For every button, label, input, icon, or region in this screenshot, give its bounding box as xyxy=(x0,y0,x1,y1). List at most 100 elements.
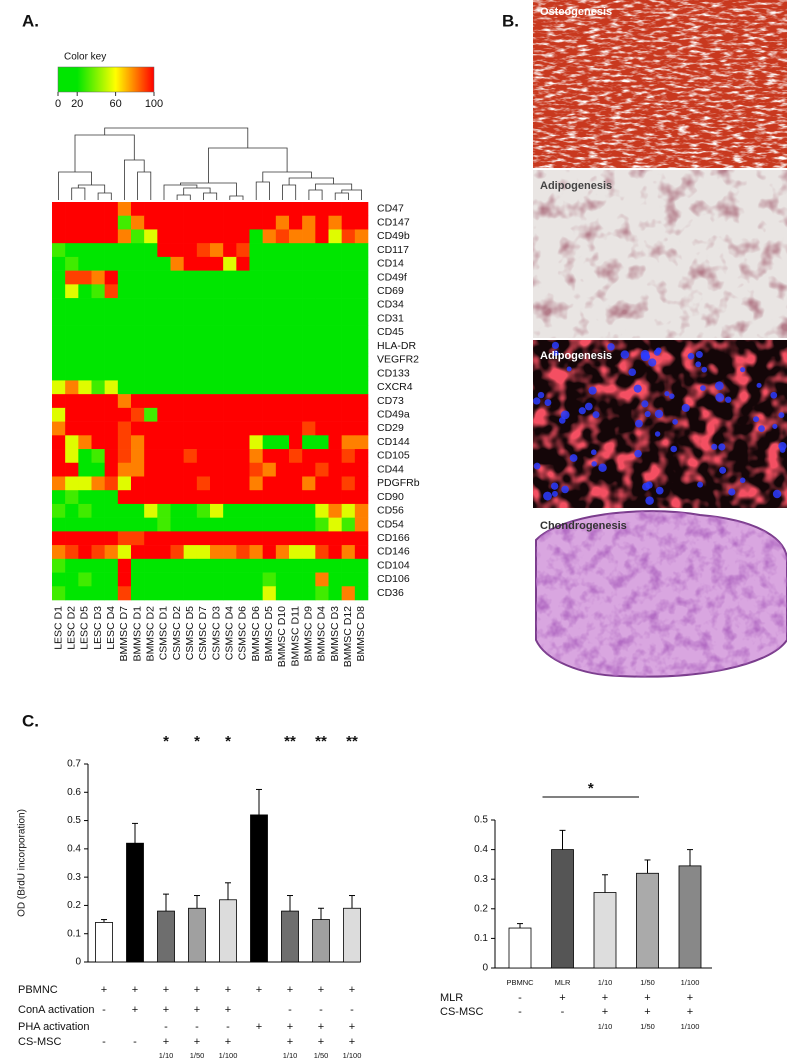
heat-cell xyxy=(183,517,198,532)
heat-cell xyxy=(157,421,171,436)
y-tick-label: 0.2 xyxy=(474,903,488,914)
heat-cell xyxy=(157,572,171,587)
heat-cell xyxy=(117,256,132,271)
heat-cell xyxy=(354,311,369,326)
nucleus xyxy=(655,486,664,495)
heat-cell xyxy=(289,476,303,491)
heat-cell xyxy=(65,215,79,230)
heat-cell xyxy=(275,531,290,546)
condition-mark: - xyxy=(561,1006,565,1018)
heat-cell xyxy=(275,490,290,505)
heat-cell xyxy=(236,476,250,491)
heat-cell xyxy=(275,517,290,532)
heat-cell xyxy=(144,531,158,546)
nucleus xyxy=(537,391,545,399)
heat-cell xyxy=(275,298,290,313)
heat-cell xyxy=(78,462,92,477)
condition-mark: + xyxy=(256,1021,262,1033)
heat-cell xyxy=(157,243,171,258)
column-label: LESC D1 xyxy=(52,606,64,650)
heat-cell xyxy=(52,298,66,313)
heat-cell xyxy=(302,407,316,422)
heat-cell xyxy=(78,545,92,560)
heat-cell xyxy=(117,339,132,354)
heat-cell xyxy=(328,572,342,587)
heat-cell xyxy=(117,366,132,381)
heat-cell xyxy=(91,229,105,244)
heat-cell xyxy=(131,490,145,505)
heat-cell xyxy=(91,421,105,436)
heat-cell xyxy=(223,256,237,271)
heat-cell xyxy=(78,407,92,422)
heat-cell xyxy=(262,586,277,601)
nucleus xyxy=(543,491,552,501)
heat-cell xyxy=(302,298,316,313)
heat-cell xyxy=(236,298,250,313)
heat-cell xyxy=(315,366,329,381)
heat-cell xyxy=(302,435,316,450)
heat-cell xyxy=(91,380,105,395)
nucleus xyxy=(634,449,642,458)
heat-cell xyxy=(249,298,263,313)
heat-cell xyxy=(117,572,132,587)
heat-cell xyxy=(289,394,303,409)
condition-mark: - xyxy=(518,992,522,1004)
nuclei xyxy=(533,341,787,505)
heat-cell xyxy=(144,202,158,217)
heat-cell xyxy=(210,215,224,230)
heat-cell xyxy=(78,380,92,395)
heat-cell xyxy=(236,449,250,464)
heat-cell xyxy=(157,284,171,299)
heat-cell xyxy=(315,421,329,436)
heat-cell xyxy=(249,256,263,271)
heat-cell xyxy=(328,503,342,518)
heat-cell xyxy=(328,531,342,546)
heat-cell xyxy=(65,435,79,450)
heat-cell xyxy=(52,256,66,271)
heat-cell xyxy=(341,462,356,477)
heat-cell xyxy=(52,558,66,573)
nucleus xyxy=(753,416,760,423)
heat-cell xyxy=(328,476,342,491)
heat-cell xyxy=(302,325,316,340)
heat-cell xyxy=(262,490,277,505)
heat-cell xyxy=(275,243,290,258)
heat-cell xyxy=(183,284,198,299)
heat-cell xyxy=(249,558,263,573)
heat-cell xyxy=(170,449,184,464)
heat-cell xyxy=(302,270,316,285)
heat-cell xyxy=(328,449,342,464)
heat-cell xyxy=(275,229,290,244)
heat-cell xyxy=(65,531,79,546)
heat-cell xyxy=(210,503,224,518)
heat-cell xyxy=(104,449,119,464)
nucleus xyxy=(778,412,785,419)
heat-cell xyxy=(78,243,92,258)
heat-cell xyxy=(196,243,211,258)
heat-cell xyxy=(289,586,303,601)
condition-mark: + xyxy=(349,1021,355,1033)
heat-cell xyxy=(262,476,277,491)
bar xyxy=(343,907,361,963)
heat-cell xyxy=(183,325,198,340)
row-label: CD90 xyxy=(377,491,404,503)
heat-cell xyxy=(52,449,66,464)
nucleus xyxy=(770,391,778,399)
heat-cell xyxy=(249,421,263,436)
heat-cell xyxy=(315,435,329,450)
heat-cell xyxy=(91,311,105,326)
x-tick-label: 1/50 xyxy=(640,978,655,987)
heat-cell xyxy=(210,462,224,477)
row-label: CD147 xyxy=(377,216,410,228)
heat-cell xyxy=(328,558,342,573)
heat-cell xyxy=(262,202,277,217)
heat-cell xyxy=(65,503,79,518)
heat-cell xyxy=(183,298,198,313)
nucleus xyxy=(670,445,678,453)
heat-cell xyxy=(65,352,79,367)
heat-cell xyxy=(117,243,132,258)
condition-label: CS-MSC xyxy=(440,1006,483,1018)
heat-cell xyxy=(157,380,171,395)
heat-cell xyxy=(223,284,237,299)
heat-cell xyxy=(196,449,211,464)
